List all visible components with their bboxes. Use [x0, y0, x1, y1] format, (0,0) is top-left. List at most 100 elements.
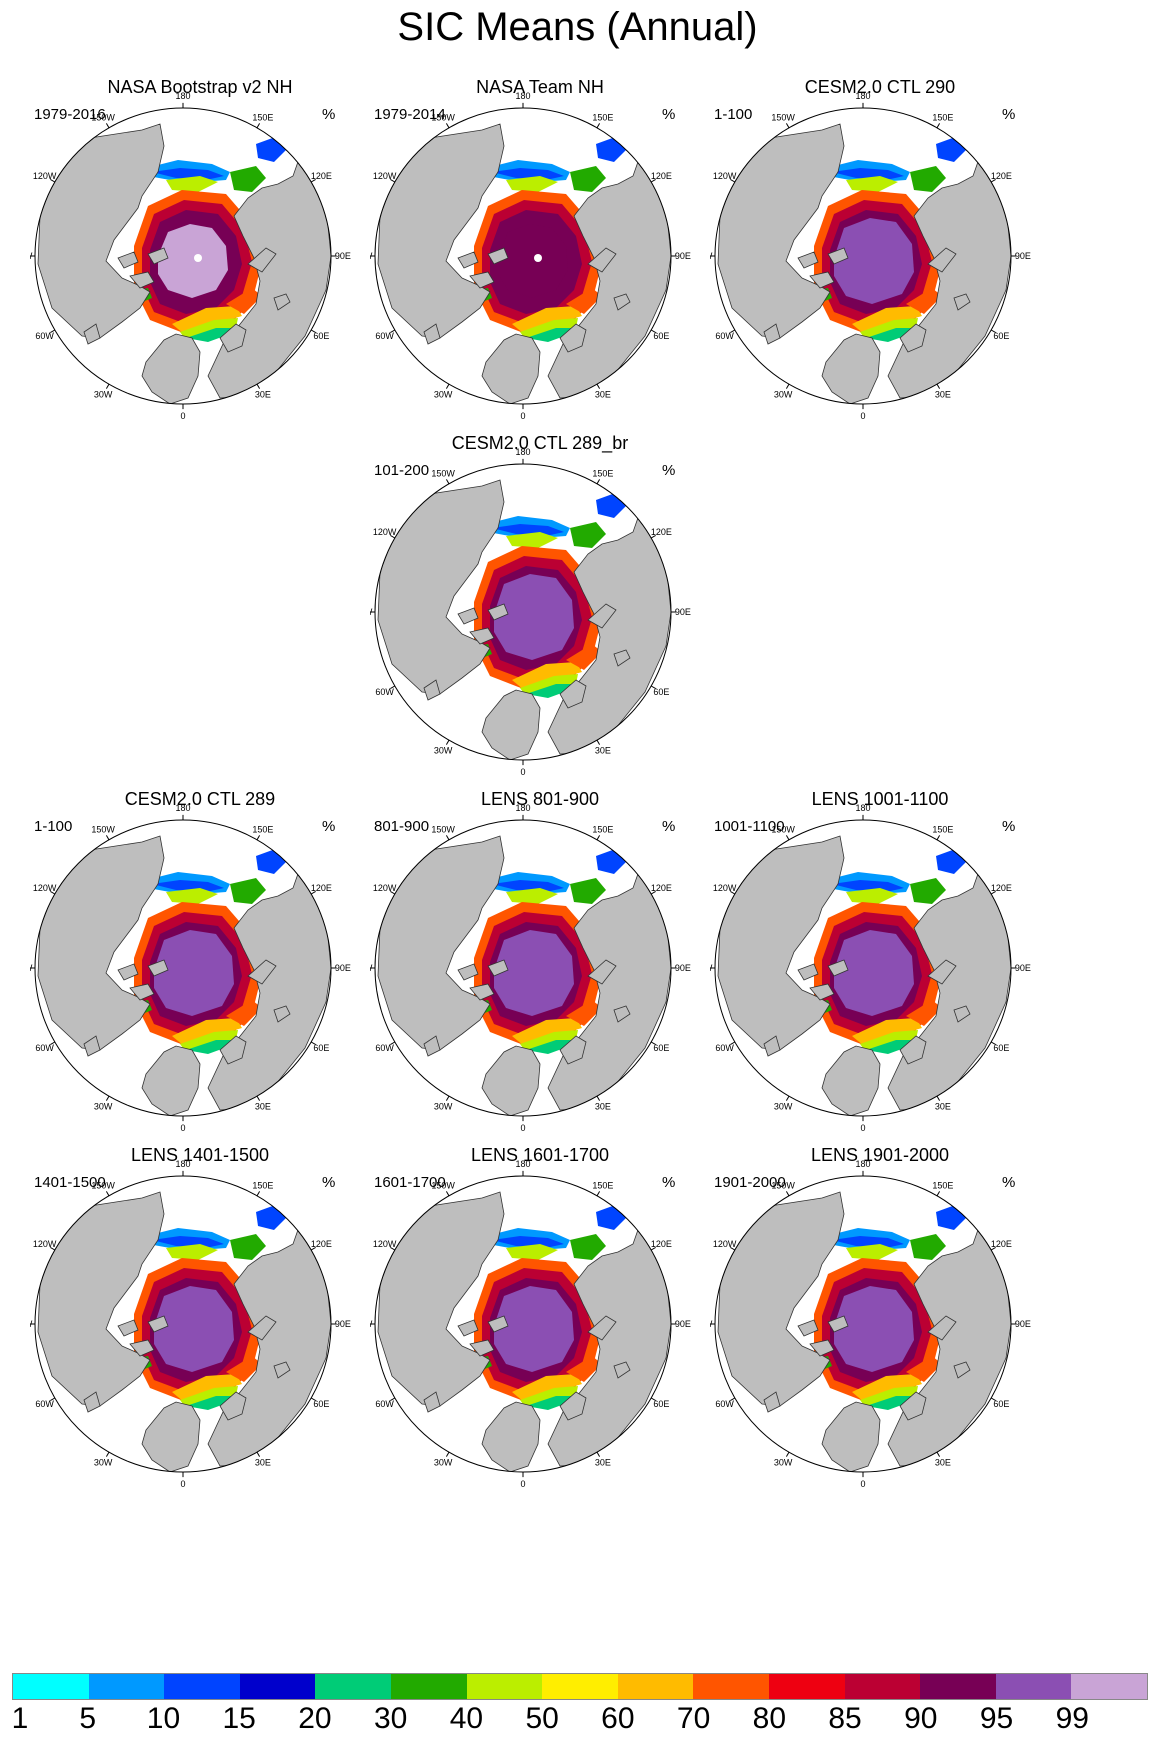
map-panel: 180 150E 120E 90E 60E 30E 0 30W 60W 90W 120W 150W LE…	[30, 1144, 370, 1489]
land-mass	[587, 959, 617, 985]
land-mass	[457, 607, 479, 625]
land-mass	[423, 323, 441, 345]
colorbar-label: 70	[676, 1702, 711, 1735]
longitude-label: 60E	[653, 687, 669, 697]
land-mass	[487, 603, 509, 621]
land-mass	[83, 323, 101, 345]
panel-period: 1979-2016	[34, 106, 106, 123]
sea-ice-region	[852, 1374, 922, 1402]
land-mass	[953, 293, 971, 311]
longitude-label: 90W	[370, 607, 373, 617]
longitude-label: 30W	[434, 745, 453, 755]
land-mass	[821, 333, 881, 404]
panel-period: 1-100	[714, 106, 753, 123]
longitude-label: 0	[860, 411, 865, 421]
longitude-label: 150W	[771, 113, 795, 123]
longitude-label: 150W	[91, 113, 115, 123]
land-mass	[247, 1315, 277, 1341]
longitude-label: 150E	[592, 113, 613, 123]
colorbar-label: 95	[979, 1702, 1014, 1735]
polar-map: 180 150E 120E 90E 60E 30E 0 30W 60W 90W 120W 150W	[370, 803, 691, 1133]
land-mass	[129, 271, 155, 289]
land-mass	[559, 323, 587, 353]
longitude-label: 60E	[653, 1043, 669, 1053]
land-mass	[377, 1191, 505, 1407]
map-panel: 180 150E 120E 90E 60E 30E 0 30W 60W 90W 120W 150W LE…	[710, 788, 1050, 1133]
sea-ice-region	[180, 1386, 238, 1408]
land-mass	[219, 323, 247, 353]
sea-ice-region	[226, 1356, 262, 1382]
land-mass	[927, 247, 957, 273]
sea-ice-region	[154, 930, 234, 1016]
panel-period: 1601-1700	[374, 1174, 446, 1191]
longitude-label: 180	[515, 447, 530, 457]
longitude-label: 120W	[33, 1239, 57, 1249]
sea-ice-region	[492, 168, 564, 180]
colorbar-label: 1	[11, 1702, 29, 1735]
sea-ice-region	[834, 1286, 914, 1372]
polar-map: 180 150E 120E 90E 60E 30E 0 30W 60W 90W 120W 150W	[710, 803, 1031, 1133]
longitude-label: 0	[180, 411, 185, 421]
sea-ice-region	[860, 1386, 918, 1408]
panel-unit: %	[322, 1174, 336, 1191]
sea-ice-region	[566, 644, 602, 670]
colorbar-segment	[466, 1674, 543, 1699]
sea-ice-region	[832, 880, 904, 892]
polar-map: 180 150E 120E 90E 60E 30E 0 30W 60W 90W 120W 150W	[710, 1159, 1031, 1489]
colorbar-segment	[542, 1674, 618, 1699]
longitude-label: 60E	[993, 1043, 1009, 1053]
longitude-label: 150W	[431, 1181, 455, 1191]
longitude-label: 90E	[675, 251, 691, 261]
land-mass	[141, 333, 201, 404]
land-mass	[469, 1339, 495, 1357]
sea-ice-region	[492, 1236, 564, 1248]
sea-ice-region	[498, 224, 568, 298]
land-mass	[613, 649, 631, 667]
colorbar-label: 99	[1055, 1702, 1089, 1735]
longitude-label: 0	[180, 1479, 185, 1489]
panel-unit: %	[1002, 818, 1016, 835]
panel-unit: %	[1002, 106, 1016, 123]
land-mass	[141, 1045, 201, 1116]
sea-ice-region	[566, 1356, 602, 1382]
longitude-label: 0	[520, 1123, 525, 1133]
map-panel: 180 150E 120E 90E 60E 30E 0 30W 60W 90W 120W 150W LE…	[370, 1144, 710, 1489]
polar-map: 180 150E 120E 90E 60E 30E 0 30W 60W 90W 120W 150W	[30, 1159, 351, 1489]
sea-ice-region	[834, 218, 914, 304]
longitude-label: 180	[515, 1159, 530, 1169]
land-mass	[763, 323, 781, 345]
panel-title: LENS 801-900	[480, 789, 600, 809]
land-mass	[827, 247, 849, 265]
longitude-label: 150E	[592, 1181, 613, 1191]
panel-unit: %	[1002, 1174, 1016, 1191]
longitude-label: 60E	[993, 1399, 1009, 1409]
sea-ice-region	[520, 674, 578, 696]
land-mass	[377, 479, 505, 695]
longitude-label: 120E	[311, 883, 332, 893]
polar-map: 180 150E 120E 90E 60E 30E 0 30W 60W 90W 120W 150W	[30, 803, 351, 1133]
panel-unit: %	[662, 818, 676, 835]
longitude-label: 120W	[373, 883, 397, 893]
longitude-label: 90E	[1015, 1319, 1031, 1329]
colorbar-label: 10	[146, 1702, 181, 1735]
sea-ice-region	[180, 318, 238, 340]
colorbar-segment	[693, 1674, 769, 1699]
longitude-label: 90E	[1015, 963, 1031, 973]
panel-unit: %	[662, 462, 676, 479]
longitude-label: 30W	[774, 1457, 793, 1467]
longitude-label: 30E	[935, 389, 951, 399]
longitude-label: 120W	[373, 527, 397, 537]
colorbar-label: 30	[373, 1702, 408, 1735]
land-mass	[37, 1191, 165, 1407]
land-mass	[469, 271, 495, 289]
land-mass	[469, 627, 495, 645]
sea-ice-region	[494, 930, 574, 1016]
longitude-label: 30W	[774, 1101, 793, 1111]
longitude-label: 60W	[35, 1043, 54, 1053]
sea-ice-region	[852, 1018, 922, 1046]
longitude-label: 30W	[434, 1101, 453, 1111]
land-mass	[797, 1319, 819, 1337]
longitude-label: 120E	[651, 883, 672, 893]
sea-ice-region	[226, 288, 262, 314]
land-mass	[481, 1045, 541, 1116]
